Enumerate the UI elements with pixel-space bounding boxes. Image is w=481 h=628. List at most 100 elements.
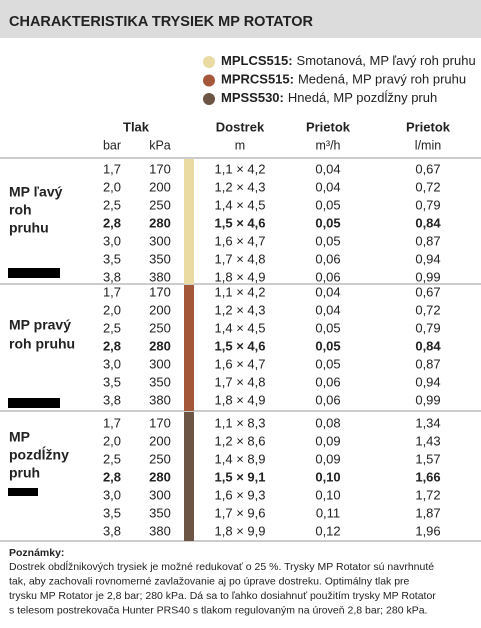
table-cell: 0,94 [415,251,440,266]
section-color [184,159,194,284]
table-cell: 2,5 [103,197,121,212]
table-cell: 2,8 [103,469,121,484]
col-subheader: m³/h [316,138,341,152]
table-cell: 300 [149,487,171,502]
legend-swatch [203,93,215,105]
note-line: Dostrek obdĺžnikových trysiek je možné r… [9,560,434,573]
table-cell: 1,5 × 9,1 [215,469,266,484]
table-cell: 0,67 [415,284,440,299]
table-cell: 280 [149,215,171,230]
table-cell: 0,06 [315,269,340,284]
table-cell: 2,0 [103,302,121,317]
table-cell: 170 [149,161,171,176]
table-cell: 350 [149,251,171,266]
notes-title: Poznámky: [9,547,64,559]
section-label: roh [9,202,32,218]
note-line: trysku MP Rotator je 2,8 bar; 280 kPa. D… [9,590,436,602]
table-cell: 3,8 [103,392,121,407]
table-cell: 0,87 [415,233,440,248]
table-cell: 0,67 [415,161,440,176]
table-cell: 170 [149,284,171,299]
table-cell: 1,43 [415,433,440,448]
table-cell: 1,6 × 4,7 [215,356,266,371]
table-cell: 3,0 [103,487,121,502]
table-cell: 1,7 × 4,8 [215,251,266,266]
table-cell: 2,0 [103,433,121,448]
legend-code: MPSS530: [221,90,284,105]
legend-description: Smotanová, MP ľavý roh pruhu [297,53,476,68]
table-cell: 1,2 × 4,3 [215,302,266,317]
table-cell: 280 [149,338,171,353]
table-cell: 0,09 [315,451,340,466]
table-cell: 0,72 [415,179,440,194]
table-cell: 1,6 × 4,7 [215,233,266,248]
table-cell: 1,96 [415,523,440,538]
table-cell: 1,72 [415,487,440,502]
legend-swatch [203,74,215,87]
table-cell: 1,4 × 4,5 [215,197,266,212]
section-label: roh pruhu [9,336,75,352]
table-cell: 350 [149,505,171,520]
table-cell: 1,7 [103,161,121,176]
table-cell: 200 [149,179,171,194]
col-header: Prietok [306,119,351,134]
table-cell: 250 [149,320,171,335]
section-label: MP [9,429,30,445]
table-cell: 3,8 [103,523,121,538]
section-color [184,412,194,541]
table-cell: 0,99 [415,392,440,407]
table-cell: 3,0 [103,233,121,248]
table-cell: 0,06 [315,392,340,407]
table-cell: 1,4 × 4,5 [215,320,266,335]
table-cell: 1,4 × 8,9 [215,451,266,466]
legend-description: Hnedá, MP pozdĺžny pruh [288,90,437,105]
col-subheader: l/min [415,138,441,152]
table-cell: 1,6 × 9,3 [215,487,266,502]
table-cell: 1,1 × 8,3 [215,415,266,430]
table-cell: 2,8 [103,338,121,353]
table-cell: 250 [149,197,171,212]
table-cell: 1,34 [415,415,440,430]
table-cell: 0,06 [315,374,340,389]
table-cell: 1,1 × 4,2 [215,284,266,299]
col-subheader: bar [103,138,121,152]
table-cell: 1,8 × 4,9 [215,269,266,284]
section-label: pruhu [9,220,49,236]
table-cell: 1,66 [415,469,440,484]
table-cell: 0,99 [415,269,440,284]
table-cell: 3,5 [103,251,121,266]
table-cell: 200 [149,433,171,448]
table-cell: 0,12 [315,523,340,538]
table-cell: 0,04 [315,284,340,299]
section-label: MP pravý [9,317,71,333]
table-cell: 1,7 × 9,6 [215,505,266,520]
legend-code: MPLCS515: [221,53,293,68]
table-cell: 380 [149,392,171,407]
table-cell: 1,57 [415,451,440,466]
table-cell: 3,8 [103,269,121,284]
table-cell: 0,08 [315,415,340,430]
table-cell: 300 [149,356,171,371]
col-header: Prietok [406,119,451,134]
table-cell: 0,04 [315,161,340,176]
table-cell: 1,8 × 4,9 [215,392,266,407]
table-cell: 0,10 [315,469,340,484]
table-cell: 0,04 [315,179,340,194]
table-cell: 3,5 [103,374,121,389]
table-cell: 1,7 × 4,8 [215,374,266,389]
redaction [8,398,60,408]
redaction [8,268,60,278]
table-cell: 170 [149,415,171,430]
col-subheader: m [235,138,245,152]
legend-entry: MPLCS515: Smotanová, MP ľavý roh pruhu [221,53,476,68]
note-line: tak, aby zachovali rovnomerné zavlažovan… [9,575,410,587]
table-cell: 250 [149,451,171,466]
col-subheader: kPa [149,138,171,152]
table-cell: 0,05 [315,233,340,248]
col-header: Dostrek [216,119,265,134]
table-cell: 2,5 [103,320,121,335]
section-label: MP ľavý [9,184,63,200]
table-cell: 1,1 × 4,2 [215,161,266,176]
legend-swatch [203,56,215,68]
